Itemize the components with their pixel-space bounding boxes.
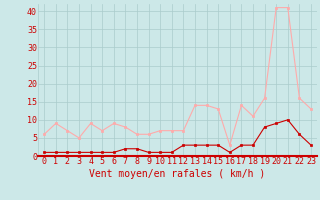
X-axis label: Vent moyen/en rafales ( km/h ): Vent moyen/en rafales ( km/h ) <box>90 169 266 179</box>
